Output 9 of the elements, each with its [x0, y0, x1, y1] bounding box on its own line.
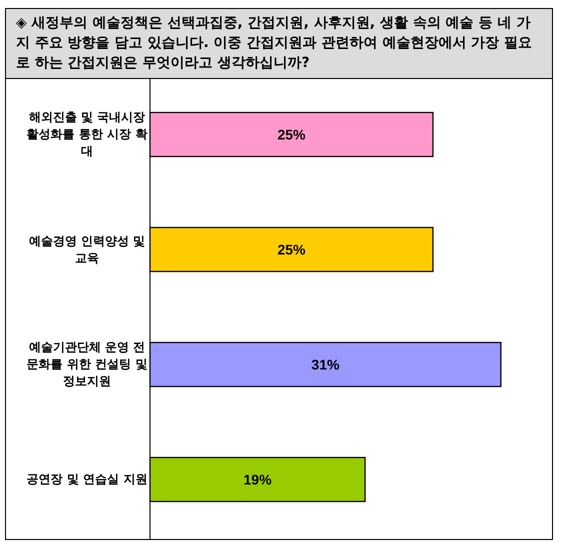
y-tick-label: 공연장 및 연습실 지원	[26, 471, 148, 488]
y-tick-label: 예술기관단체 운영 전문화를 위한 컨설팅 및 정보지원	[26, 339, 148, 390]
y-tick-label: 해외진출 및 국내시장 활성화를 통한 시장 확대	[26, 109, 148, 160]
data-label: 25%	[277, 242, 306, 258]
data-label: 31%	[311, 356, 340, 372]
data-label: 19%	[244, 472, 272, 488]
chart-title: ◈ 새정부의 예술정책은 선택과집중, 간접지원, 사후지원, 생활 속의 예술 등 네 가지 주요 방향을 담고 있습니다. 이중 간접지원과 관련하여 예술현장에서 가장 필요로 하는 간접지원은 무엇이라고 생각하십니까?	[6, 9, 552, 79]
data-label: 25%	[277, 126, 306, 142]
y-tick-label: 예술경영 인력양성 및 교육	[28, 232, 146, 266]
